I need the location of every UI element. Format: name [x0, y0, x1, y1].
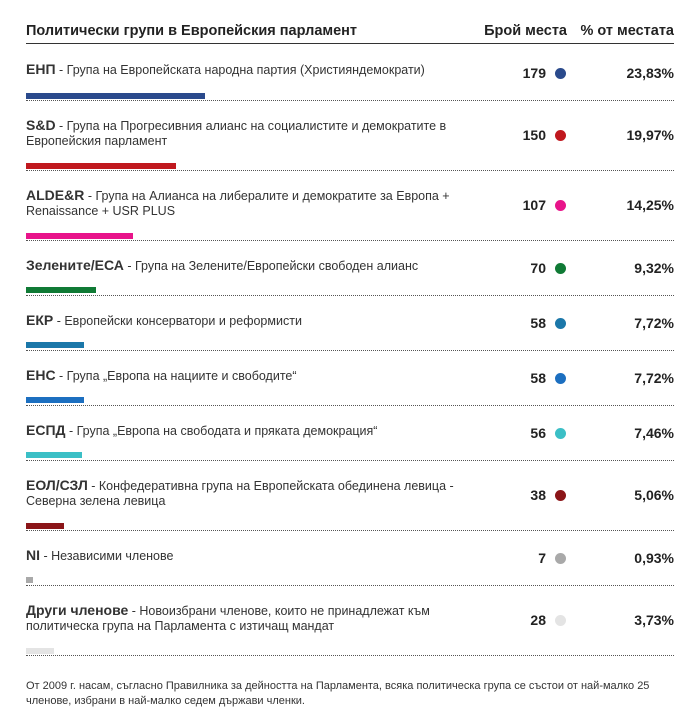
group-label: ЕСПД - Група „Европа на свободата и пряк… [26, 423, 471, 439]
group-label: S&D - Група на Прогресивния алианс на со… [26, 118, 471, 149]
seat-count: 179 [522, 65, 546, 81]
seat-bar [26, 523, 64, 529]
group-color-dot [555, 200, 566, 211]
seat-bar [26, 233, 133, 239]
group-abbreviation: ЕОЛ/СЗЛ [26, 477, 88, 493]
seat-bar [26, 397, 84, 403]
group-row: Други членове - Новоизбрани членове, кои… [26, 586, 674, 656]
group-abbreviation: ЕНП [26, 61, 56, 77]
group-row: ALDE&R - Група на Алианса на либералите … [26, 171, 674, 241]
group-color-dot [555, 428, 566, 439]
seat-percentage: 7,46% [634, 425, 674, 441]
group-color-dot [555, 553, 566, 564]
seat-percentage: 7,72% [634, 370, 674, 386]
group-abbreviation: ЕНС [26, 367, 56, 383]
group-row: ЕНП - Група на Европейската народна парт… [26, 44, 674, 101]
seat-count: 70 [530, 260, 546, 276]
group-row: ЕОЛ/СЗЛ - Конфедеративна група на Европе… [26, 461, 674, 531]
seat-count: 38 [530, 487, 546, 503]
group-row: ЕСПД - Група „Европа на свободата и пряк… [26, 406, 674, 461]
seat-bar [26, 648, 54, 654]
group-color-dot [555, 615, 566, 626]
group-name: - Група на Алианса на либералите и демок… [26, 189, 450, 218]
group-label: Зелените/ЕСА - Група на Зелените/Европей… [26, 258, 471, 274]
group-name: - Европейски консерватори и реформисти [53, 314, 302, 328]
group-name: - Новоизбрани членове, които не принадле… [26, 604, 430, 633]
seat-count: 107 [522, 197, 546, 213]
group-label: Други членове - Новоизбрани членове, кои… [26, 603, 471, 634]
group-color-dot [555, 490, 566, 501]
group-color-dot [555, 130, 566, 141]
footnote: От 2009 г. насам, съгласно Правилника за… [26, 680, 650, 707]
group-name: - Група „Европа на нациите и свободите“ [55, 369, 297, 383]
group-name: - Група на Зелените/Европейски свободен … [123, 259, 419, 273]
group-name: - Независими членове [40, 549, 174, 563]
percent-column-header: % от местата [580, 23, 674, 39]
group-row: ЕНС - Група „Европа на нациите и свободи… [26, 351, 674, 406]
group-abbreviation: ЕКР [26, 312, 54, 328]
group-label: NI - Независими членове [26, 548, 471, 564]
seat-count: 58 [530, 370, 546, 386]
seat-percentage: 14,25% [626, 197, 674, 213]
group-color-dot [555, 68, 566, 79]
seat-count: 56 [530, 425, 546, 441]
seat-percentage: 9,32% [634, 260, 674, 276]
group-label: ЕНС - Група „Европа на нациите и свободи… [26, 368, 471, 384]
group-abbreviation: S&D [26, 117, 56, 133]
seat-percentage: 23,83% [626, 65, 674, 81]
seats-column-header: Брой места [484, 23, 567, 39]
group-label: ЕОЛ/СЗЛ - Конфедеративна група на Европе… [26, 478, 471, 509]
seat-count: 58 [530, 315, 546, 331]
group-row: S&D - Група на Прогресивния алианс на со… [26, 101, 674, 171]
group-name: - Група „Европа на свободата и пряката д… [65, 424, 378, 438]
group-color-dot [555, 373, 566, 384]
group-color-dot [555, 318, 566, 329]
group-abbreviation: Зелените/ЕСА [26, 257, 124, 273]
group-row: NI - Независими членове 7 0,93% [26, 531, 674, 586]
group-label: ЕКР - Европейски консерватори и реформис… [26, 313, 471, 329]
seat-count: 7 [538, 550, 546, 566]
group-name: - Конфедеративна група на Европейската о… [26, 479, 454, 508]
table-title: Политически групи в Европейския парламен… [26, 23, 358, 39]
group-abbreviation: ЕСПД [26, 422, 66, 438]
seat-percentage: 0,93% [634, 550, 674, 566]
seat-count: 28 [530, 612, 546, 628]
group-row: Зелените/ЕСА - Група на Зелените/Европей… [26, 241, 674, 296]
seat-percentage: 5,06% [634, 487, 674, 503]
seat-percentage: 19,97% [626, 127, 674, 143]
seat-percentage: 7,72% [634, 315, 674, 331]
seat-count: 150 [522, 127, 546, 143]
group-abbreviation: Други членове [26, 602, 129, 618]
seat-bar [26, 577, 33, 583]
group-name: - Група на Европейската народна партия (… [55, 63, 425, 77]
seat-bar [26, 163, 176, 169]
seat-bar [26, 342, 84, 348]
seat-percentage: 3,73% [634, 612, 674, 628]
group-abbreviation: NI [26, 547, 40, 563]
group-label: ALDE&R - Група на Алианса на либералите … [26, 188, 471, 219]
seat-bar [26, 452, 82, 458]
group-color-dot [555, 263, 566, 274]
group-label: ЕНП - Група на Европейската народна парт… [26, 62, 471, 78]
group-abbreviation: ALDE&R [26, 187, 85, 203]
seat-bar [26, 93, 205, 99]
seat-bar [26, 287, 96, 293]
table-header: Политически групи в Европейския парламен… [26, 21, 674, 44]
group-row: ЕКР - Европейски консерватори и реформис… [26, 296, 674, 351]
group-name: - Група на Прогресивния алианс на социал… [26, 119, 447, 148]
